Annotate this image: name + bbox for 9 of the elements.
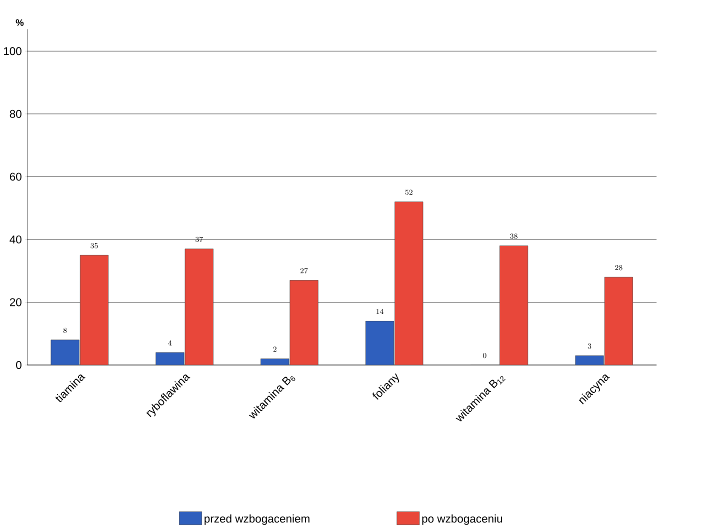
y-tick-label: 100	[4, 46, 22, 55]
y-tick-label: 40	[10, 235, 22, 244]
y-tick-label: 0	[16, 360, 22, 369]
legend-label: przed wzbogaceniem	[204, 514, 310, 525]
y-axis-title: %	[16, 19, 24, 26]
y-tick-label: 20	[10, 298, 22, 306]
y-tick-label: 60	[10, 172, 22, 180]
legend-label: po wzbogaceniu	[422, 514, 502, 525]
y-tick-label: 80	[10, 110, 22, 118]
